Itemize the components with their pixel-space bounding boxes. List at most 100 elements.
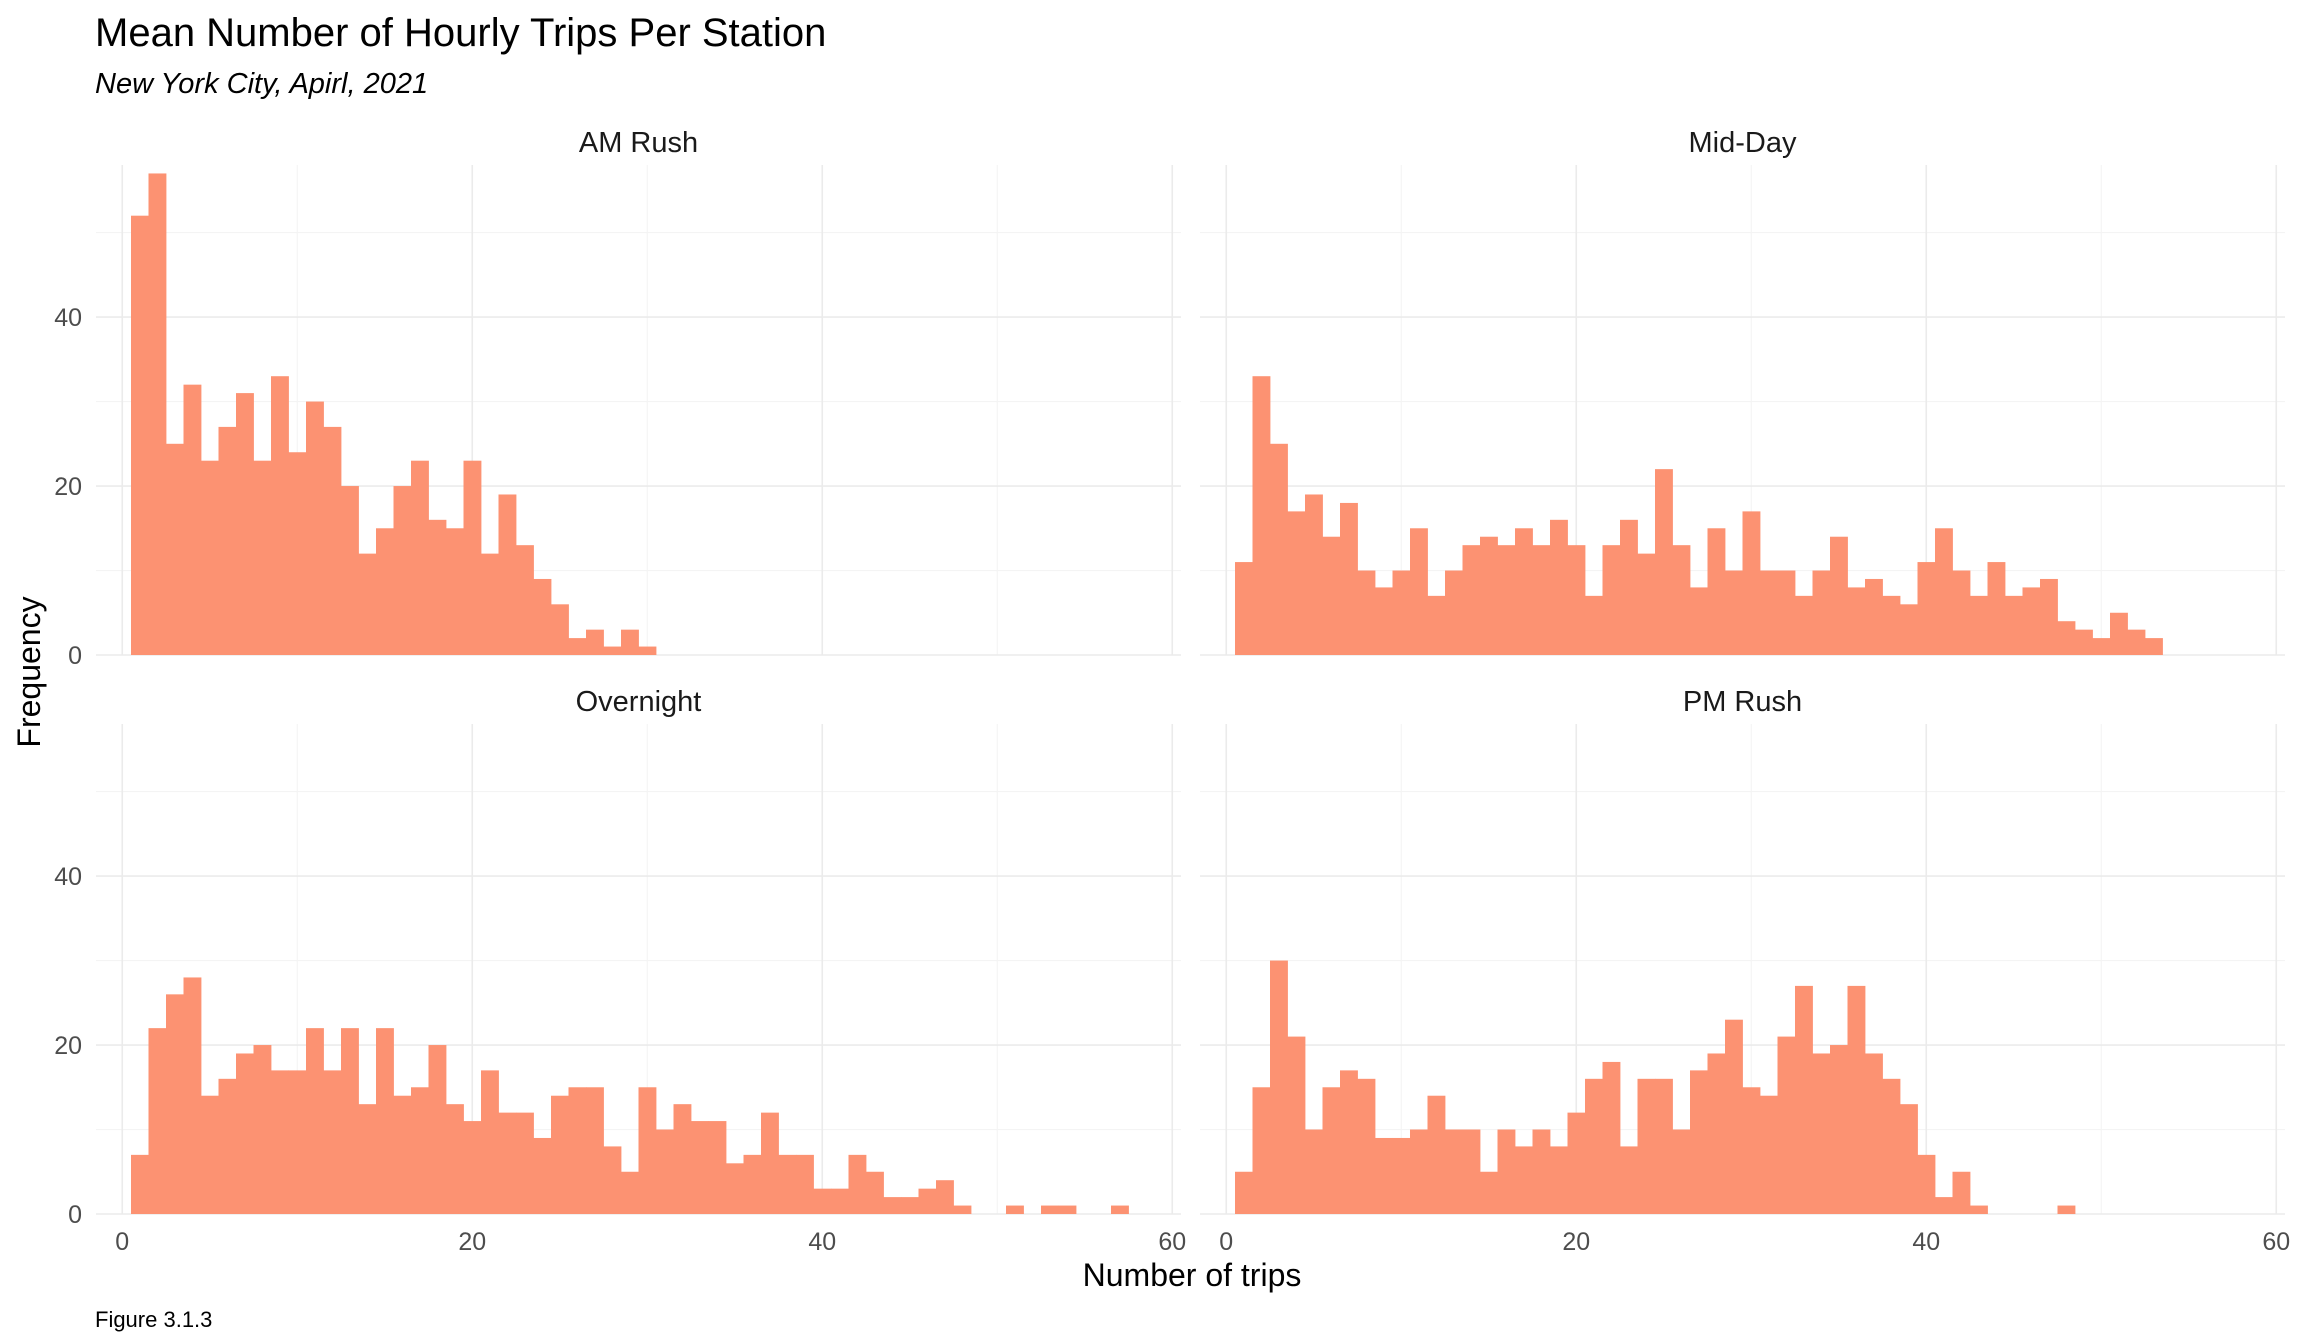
histogram-bar	[1690, 587, 1708, 655]
histogram-bar	[446, 528, 464, 655]
histogram-bar	[603, 1146, 622, 1214]
histogram-bar	[306, 401, 324, 655]
histogram-bar	[323, 426, 342, 655]
histogram-bar	[201, 1095, 219, 1214]
histogram-bar	[131, 1154, 149, 1214]
chart-subtitle: New York City, Apirl, 2021	[95, 68, 428, 100]
histogram-bar	[918, 1188, 937, 1214]
histogram-bar	[1760, 570, 1778, 655]
histogram-bar	[131, 215, 149, 656]
histogram-bar	[1602, 545, 1621, 655]
histogram-bar	[481, 553, 499, 655]
histogram-bar	[166, 443, 184, 655]
histogram-bar	[148, 173, 167, 655]
histogram-bar	[1550, 519, 1568, 655]
histogram-bar	[341, 1028, 359, 1214]
histogram-bar	[1742, 511, 1761, 655]
histogram-bar	[1305, 1129, 1323, 1214]
histogram-bar	[1812, 1053, 1831, 1214]
histogram-bar	[831, 1188, 849, 1214]
histogram-bar	[1445, 570, 1463, 655]
histogram-bar	[1497, 1129, 1516, 1214]
histogram-bar	[341, 486, 359, 655]
y-axis-label: Frequency	[11, 596, 47, 747]
histogram-bar	[1795, 595, 1813, 655]
histogram-bar	[2057, 1205, 2076, 1214]
bars	[131, 977, 1129, 1214]
histogram-bar	[1410, 1129, 1428, 1214]
histogram-bar	[428, 1045, 447, 1214]
histogram-bar	[516, 1112, 534, 1214]
histogram-bar	[1830, 536, 1848, 655]
histogram-bar	[1427, 595, 1446, 655]
panel-mid-day: Mid-Day	[1200, 127, 2285, 656]
histogram-bar	[1111, 1205, 1129, 1214]
histogram-bar	[1287, 511, 1306, 655]
histogram-bar	[1006, 1205, 1024, 1214]
histogram-bar	[2005, 595, 2023, 655]
histogram-bar	[2040, 578, 2058, 655]
histogram-bar	[1865, 1053, 1883, 1214]
histogram-bar	[1532, 1129, 1551, 1214]
histogram-bar	[393, 486, 412, 655]
figure-caption: Figure 3.1.3	[95, 1307, 212, 1332]
panel-overnight: Overnight 0 20 40 0 20 40 60	[54, 686, 1186, 1256]
x-tick-label: 0	[115, 1228, 129, 1256]
histogram-bar	[1270, 443, 1288, 655]
bars	[131, 173, 657, 656]
histogram-bar	[1952, 1171, 1971, 1214]
histogram-bar	[568, 1087, 587, 1214]
y-tick-label: 20	[54, 1032, 82, 1060]
histogram-bar	[271, 1070, 289, 1214]
histogram-bar	[953, 1205, 972, 1214]
histogram-bar	[411, 460, 429, 655]
histogram-bar	[638, 1087, 657, 1214]
histogram-bar	[1375, 587, 1393, 655]
histogram-bar	[253, 460, 272, 655]
histogram-bar	[1305, 494, 1323, 655]
histogram-bar	[1357, 570, 1376, 655]
histogram-bar	[218, 1078, 237, 1214]
histogram-bar	[1742, 1087, 1761, 1214]
histogram-bar	[376, 1028, 394, 1214]
histogram-bar	[551, 1095, 569, 1214]
panel-am-rush: AM Rush 0 20 40	[54, 127, 1181, 670]
histogram-bar	[1987, 562, 2006, 655]
x-tick-label: 20	[1562, 1228, 1590, 1256]
histogram-bar	[288, 452, 307, 655]
histogram-bar	[1725, 1019, 1743, 1214]
histogram-bar	[2022, 587, 2041, 655]
histogram-bar	[1917, 1154, 1936, 1214]
histogram-bar	[568, 638, 587, 655]
histogram-bar	[743, 1154, 762, 1214]
histogram-bar	[638, 646, 657, 655]
histogram-bar	[883, 1197, 902, 1214]
histogram-bar	[796, 1154, 814, 1214]
histogram-bar	[1935, 1197, 1953, 1214]
histogram-bar	[166, 994, 184, 1214]
histogram-bar	[1480, 1171, 1498, 1214]
histogram-bar	[2110, 612, 2128, 655]
x-axis-label: Number of trips	[1083, 1257, 1302, 1293]
histogram-bar	[1672, 1129, 1691, 1214]
panel-pm-rush: PM Rush 0 20 40 60	[1200, 686, 2290, 1256]
histogram-bar	[1427, 1095, 1446, 1214]
histogram-bar	[1392, 570, 1411, 655]
histogram-bar	[708, 1121, 727, 1214]
histogram-bar	[1952, 570, 1971, 655]
bars	[1235, 960, 2076, 1214]
histogram-bar	[253, 1045, 272, 1214]
histogram-bar	[1462, 545, 1481, 655]
histogram-bar	[621, 1171, 639, 1214]
histogram-bar	[726, 1163, 744, 1214]
histogram-bar	[1567, 545, 1586, 655]
histogram-bar	[1322, 1087, 1341, 1214]
histogram-bar	[936, 1180, 954, 1214]
histogram-bar	[1917, 562, 1936, 655]
x-tick-label: 20	[458, 1228, 486, 1256]
histogram-bar	[2057, 621, 2076, 655]
histogram-bar	[866, 1171, 884, 1214]
x-tick-label: 40	[1912, 1228, 1940, 1256]
histogram-bar	[813, 1188, 832, 1214]
histogram-bar	[376, 528, 394, 655]
